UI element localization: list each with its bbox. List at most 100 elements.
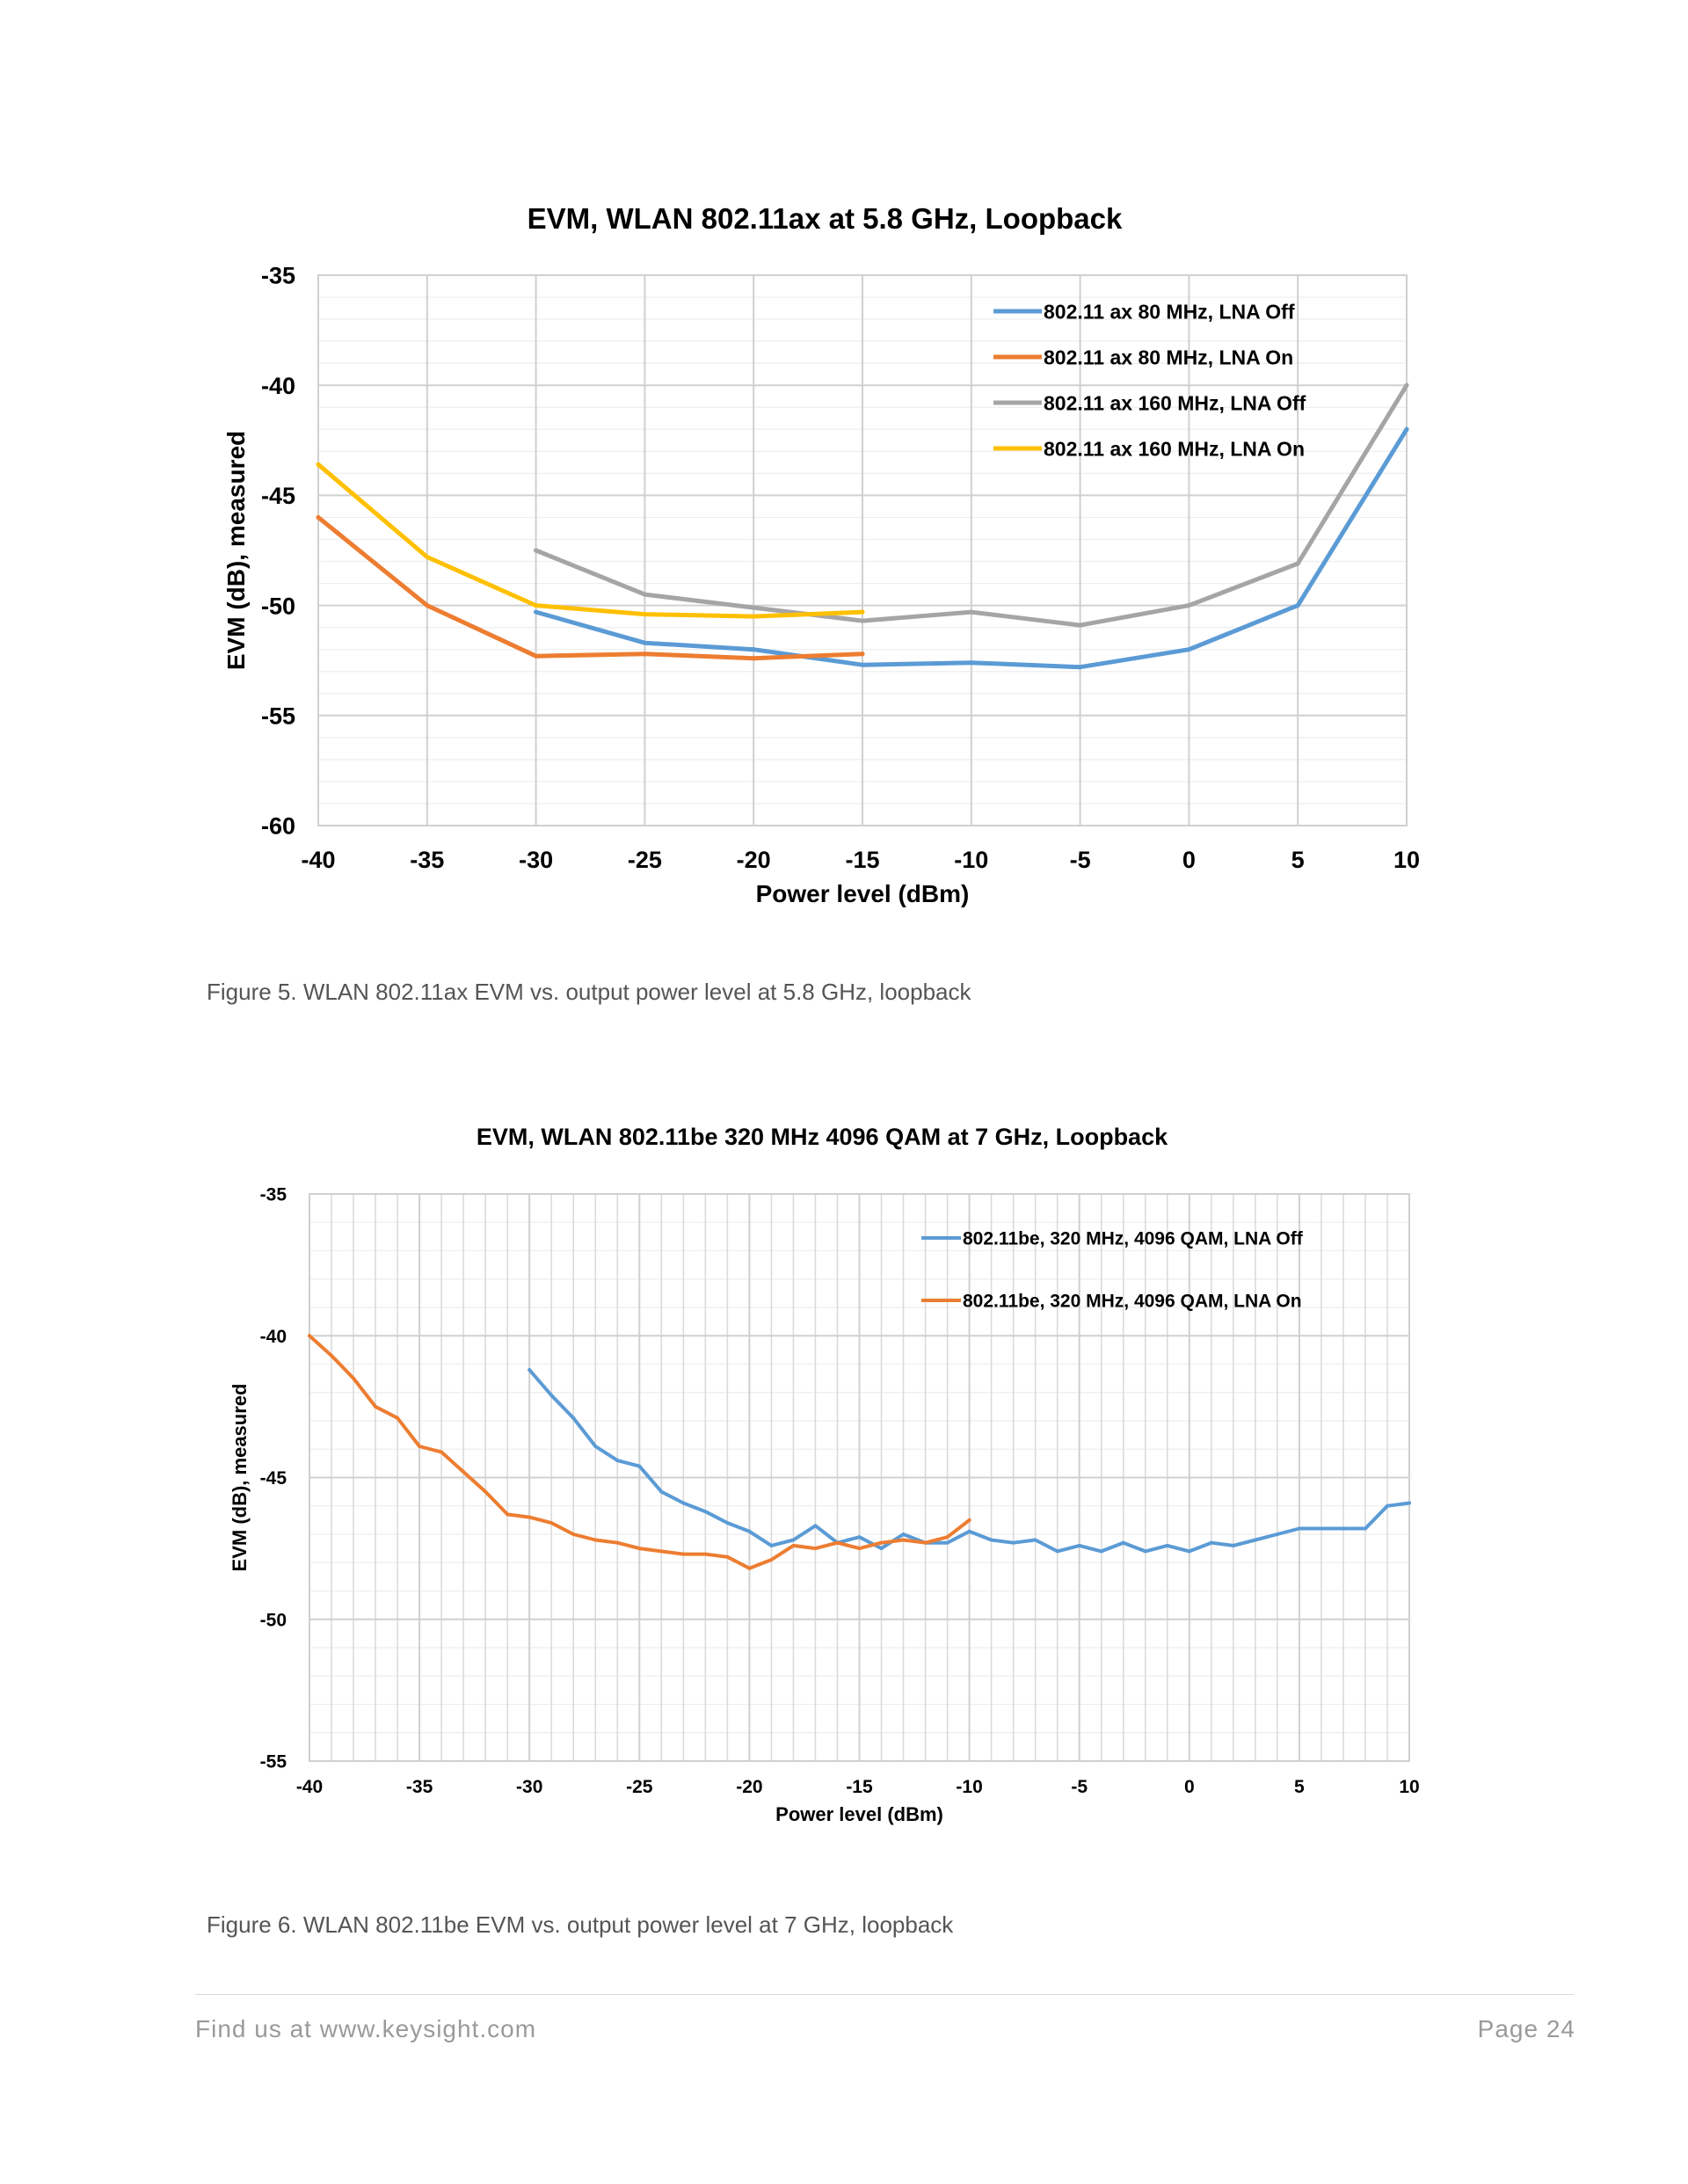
footer-website-link[interactable]: Find us at www.keysight.com	[195, 2015, 537, 2042]
data-point	[549, 1393, 554, 1397]
data-point	[751, 656, 756, 661]
y-tick-label: -40	[261, 373, 295, 399]
data-point	[374, 1404, 378, 1409]
plot-area-border	[317, 274, 1408, 826]
data-point	[659, 1489, 664, 1494]
x-tick-label: -40	[301, 847, 335, 873]
data-point	[659, 1549, 664, 1554]
y-tick-label: -50	[260, 1610, 287, 1630]
data-point	[681, 1552, 686, 1556]
data-point	[879, 1547, 884, 1551]
data-point	[484, 1489, 488, 1494]
x-tick-label: -20	[737, 847, 771, 873]
data-point	[330, 1353, 334, 1358]
data-point	[725, 1521, 730, 1525]
data-point	[901, 1532, 906, 1536]
data-point	[1078, 622, 1083, 628]
data-point	[1295, 561, 1300, 566]
data-point	[593, 1445, 598, 1449]
data-point	[534, 548, 539, 553]
x-tick-label: -30	[519, 847, 553, 873]
data-point	[835, 1540, 840, 1545]
data-point	[747, 1566, 752, 1570]
y-axis-label: EVM (dB), measured	[222, 431, 250, 670]
data-point	[969, 660, 974, 666]
data-point	[751, 614, 756, 619]
data-point	[637, 1464, 642, 1468]
legend-label: 802.11 ax 160 MHz, LNA On	[1044, 437, 1305, 460]
y-tick-label: -45	[260, 1468, 287, 1489]
legend-label: 802.11be, 320 MHz, 4096 QAM, LNA Off	[963, 1229, 1304, 1249]
data-point	[860, 609, 865, 615]
y-tick-label: -40	[260, 1327, 287, 1347]
data-point	[1186, 603, 1191, 608]
x-tick-label: 5	[1294, 1777, 1305, 1797]
legend-label: 802.11 ax 80 MHz, LNA On	[1044, 346, 1293, 368]
data-point	[1078, 665, 1083, 670]
legend-label: 802.11 ax 80 MHz, LNA Off	[1044, 300, 1295, 323]
x-tick-label: 0	[1182, 847, 1196, 873]
data-point	[528, 1367, 532, 1372]
data-point	[615, 1459, 620, 1463]
x-tick-label: -25	[628, 847, 662, 873]
y-tick-label: -45	[261, 483, 295, 509]
data-point	[1186, 647, 1191, 652]
data-point	[769, 1543, 774, 1547]
data-point	[506, 1512, 510, 1517]
series-line-2	[316, 514, 865, 661]
data-point	[791, 1538, 796, 1542]
data-point	[396, 1416, 400, 1420]
x-tick-label: -15	[845, 847, 879, 873]
data-point	[857, 1547, 862, 1551]
series-line-4	[316, 462, 865, 619]
data-point	[1231, 1543, 1235, 1547]
data-point	[860, 652, 865, 657]
data-point	[1404, 382, 1409, 388]
data-point	[308, 1334, 311, 1338]
x-tick-label: -15	[846, 1777, 873, 1797]
x-tick-label: -20	[736, 1777, 762, 1797]
y-tick-label: -35	[260, 1185, 287, 1205]
data-point	[1341, 1526, 1345, 1531]
data-point	[725, 1554, 730, 1559]
x-tick-label: 10	[1393, 847, 1420, 873]
y-tick-label: -60	[261, 813, 295, 840]
data-point	[969, 609, 974, 615]
data-point	[967, 1518, 971, 1522]
data-point	[1408, 1501, 1411, 1505]
data-point	[1319, 1526, 1323, 1531]
data-point	[571, 1416, 576, 1420]
x-tick-label: -5	[1071, 1777, 1088, 1797]
figure-6-caption: Figure 6. WLAN 802.11be EVM vs. output p…	[207, 1911, 954, 1938]
chart-evm-802-11be: -35-40-45-50-55-40 -35 -30 -25 -20 -15 -10 -5 0 5…	[229, 1124, 1420, 1825]
data-point	[1363, 1526, 1367, 1531]
x-axis-label: Power level (dBm)	[756, 880, 970, 907]
footer-page-number: Page 24	[1477, 2015, 1575, 2042]
data-point	[769, 1558, 774, 1562]
data-point	[1275, 1532, 1279, 1536]
data-point	[593, 1538, 598, 1542]
x-tick-label: -25	[626, 1777, 653, 1797]
data-point	[747, 1529, 752, 1533]
data-point	[923, 1540, 928, 1545]
data-point	[1295, 603, 1300, 608]
x-tick-label: 10	[1399, 1777, 1419, 1797]
x-tick-label: -5	[1070, 847, 1091, 873]
y-tick-label: -55	[260, 1752, 287, 1773]
data-point	[1297, 1526, 1301, 1531]
data-point	[316, 514, 321, 520]
x-tick-label: -30	[516, 1777, 542, 1797]
data-point	[945, 1535, 950, 1540]
data-point	[1385, 1503, 1389, 1508]
data-point	[1055, 1549, 1059, 1554]
data-point	[751, 647, 756, 652]
x-tick-label: -35	[410, 847, 444, 873]
plot-area-border	[309, 1193, 1410, 1762]
data-point	[1143, 1549, 1147, 1554]
y-axis-label: EVM (dB), measured	[229, 1384, 251, 1572]
x-tick-label: -40	[296, 1777, 323, 1797]
data-point	[860, 618, 865, 623]
x-axis-label: Power level (dBm)	[775, 1803, 943, 1825]
data-point	[571, 1532, 576, 1536]
data-point	[534, 603, 539, 608]
